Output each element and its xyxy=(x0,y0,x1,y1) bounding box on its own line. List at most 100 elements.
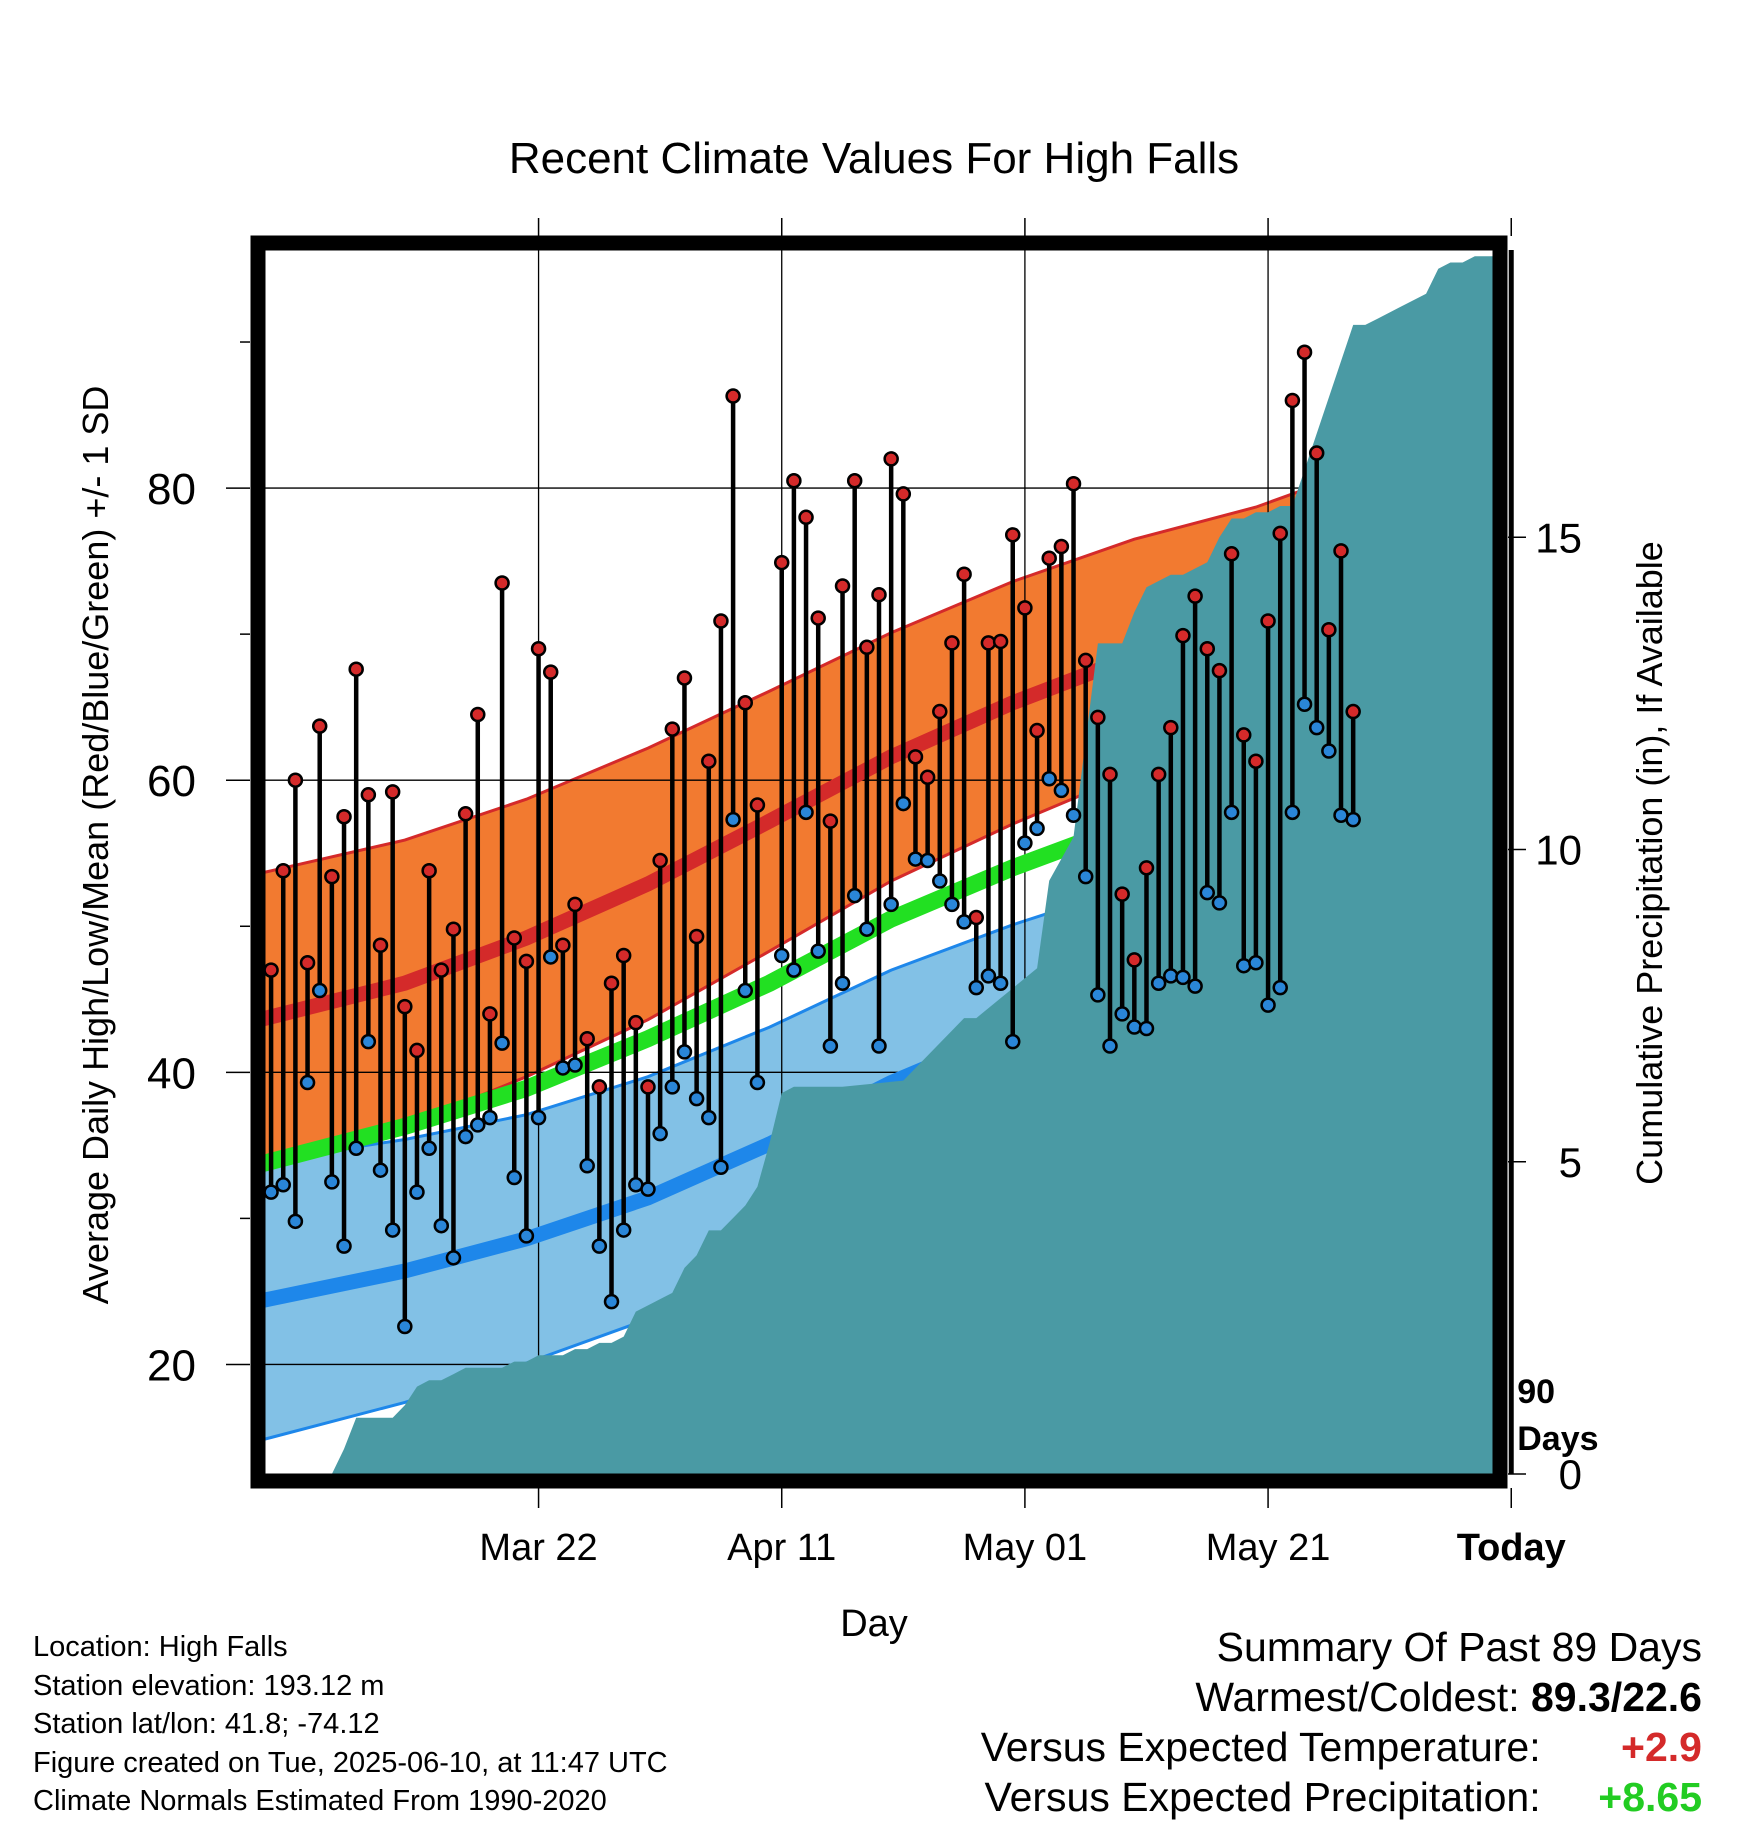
info-elevation: Station elevation: 193.12 m xyxy=(33,1669,385,1702)
low-point xyxy=(1223,804,1240,821)
high-point xyxy=(1041,550,1057,566)
info-created: Figure created on Tue, 2025-06-10, at 11… xyxy=(33,1746,668,1779)
high-point xyxy=(859,639,875,656)
low-point xyxy=(1272,979,1288,996)
low-point xyxy=(421,1140,437,1157)
high-point xyxy=(810,610,826,626)
high-point xyxy=(676,670,693,686)
warmest-value: 89.3/22.6 xyxy=(1531,1674,1702,1720)
low-point xyxy=(275,1177,291,1193)
low-point xyxy=(1236,957,1252,974)
high-point xyxy=(615,947,632,964)
low-point xyxy=(324,1174,340,1190)
high-point xyxy=(798,509,814,526)
high-point xyxy=(1065,475,1082,492)
low-point xyxy=(810,943,826,959)
high-point xyxy=(409,1042,425,1059)
low-point xyxy=(737,982,754,999)
x-tick-label: Mar 22 xyxy=(479,1527,597,1569)
low-point xyxy=(786,962,802,978)
x-tick-label: Apr 11 xyxy=(727,1527,836,1569)
high-point xyxy=(688,928,705,945)
low-point xyxy=(1345,811,1361,828)
low-point xyxy=(676,1044,693,1060)
overlay: 90 Days Mar 22 Apr 11 May 01 May 21 Today 20 40 6… xyxy=(147,218,1599,1569)
high-point xyxy=(324,868,340,885)
low-point xyxy=(555,1060,571,1076)
high-point xyxy=(1321,622,1337,638)
low-point xyxy=(688,1090,705,1107)
x-tick-label: May 01 xyxy=(963,1527,1088,1569)
high-point xyxy=(1150,766,1167,783)
low-point xyxy=(1090,987,1106,1003)
high-point xyxy=(907,749,924,765)
temp-label: Versus Expected Temperature: xyxy=(980,1724,1541,1770)
low-point xyxy=(1284,804,1301,821)
high-point xyxy=(1199,640,1216,657)
precip-value: +8.65 xyxy=(1598,1774,1702,1820)
y-tick-label: 20 xyxy=(147,1341,196,1390)
y2-tick-label: 15 xyxy=(1535,514,1582,561)
low-point xyxy=(798,804,814,821)
low-point xyxy=(482,1109,498,1126)
info-location: Location: High Falls xyxy=(33,1631,288,1663)
low-point xyxy=(360,1033,377,1050)
high-point xyxy=(311,718,328,734)
high-point xyxy=(555,937,571,954)
high-point xyxy=(275,863,291,879)
low-point xyxy=(372,1162,389,1178)
high-point xyxy=(737,695,754,711)
plot-area xyxy=(265,250,1493,1474)
high-point xyxy=(1114,886,1130,902)
low-point xyxy=(1211,895,1228,911)
low-point xyxy=(1321,743,1337,759)
high-point xyxy=(603,975,620,991)
high-point xyxy=(421,863,437,879)
y2-tick-label: 0 xyxy=(1559,1451,1582,1498)
low-point xyxy=(652,1125,668,1142)
low-point xyxy=(1150,975,1167,991)
low-point xyxy=(968,979,985,996)
high-point xyxy=(1004,527,1021,543)
low-point xyxy=(1114,1006,1130,1022)
low-point xyxy=(1017,835,1033,851)
high-point xyxy=(773,554,790,571)
station-info: Location: High Falls Station elevation: … xyxy=(33,1628,668,1821)
y-tick-label: 80 xyxy=(147,465,196,514)
low-point xyxy=(822,1038,839,1054)
low-point xyxy=(506,1169,522,1186)
high-point xyxy=(1090,709,1106,726)
y2-axis-label: Cumulative Precipitation (in), If Availa… xyxy=(1629,541,1670,1185)
high-point xyxy=(360,787,377,803)
high-point xyxy=(1260,613,1276,629)
high-point xyxy=(932,703,948,720)
high-point xyxy=(846,473,863,489)
high-point xyxy=(1272,525,1288,542)
high-point xyxy=(1077,652,1094,669)
precip-area xyxy=(265,256,1493,1474)
low-point xyxy=(348,1140,364,1157)
today-days-label: Days xyxy=(1517,1420,1598,1458)
high-point xyxy=(299,955,316,971)
low-point xyxy=(1004,1033,1021,1050)
high-point xyxy=(591,1079,608,1095)
high-point xyxy=(457,806,474,822)
high-point xyxy=(384,784,401,800)
low-point xyxy=(530,1109,547,1126)
low-point xyxy=(299,1074,316,1091)
low-point xyxy=(265,1184,279,1200)
low-point xyxy=(944,896,960,913)
high-point xyxy=(1029,722,1045,739)
low-point xyxy=(749,1074,766,1091)
low-point xyxy=(713,1159,729,1176)
low-point xyxy=(1077,868,1094,885)
low-point xyxy=(980,968,997,984)
low-point xyxy=(883,896,899,913)
low-point xyxy=(701,1109,717,1126)
low-point xyxy=(567,1057,583,1073)
high-point xyxy=(919,769,936,786)
high-point xyxy=(542,664,559,680)
high-point xyxy=(567,896,583,913)
low-point xyxy=(1187,978,1203,994)
high-point xyxy=(834,578,851,594)
